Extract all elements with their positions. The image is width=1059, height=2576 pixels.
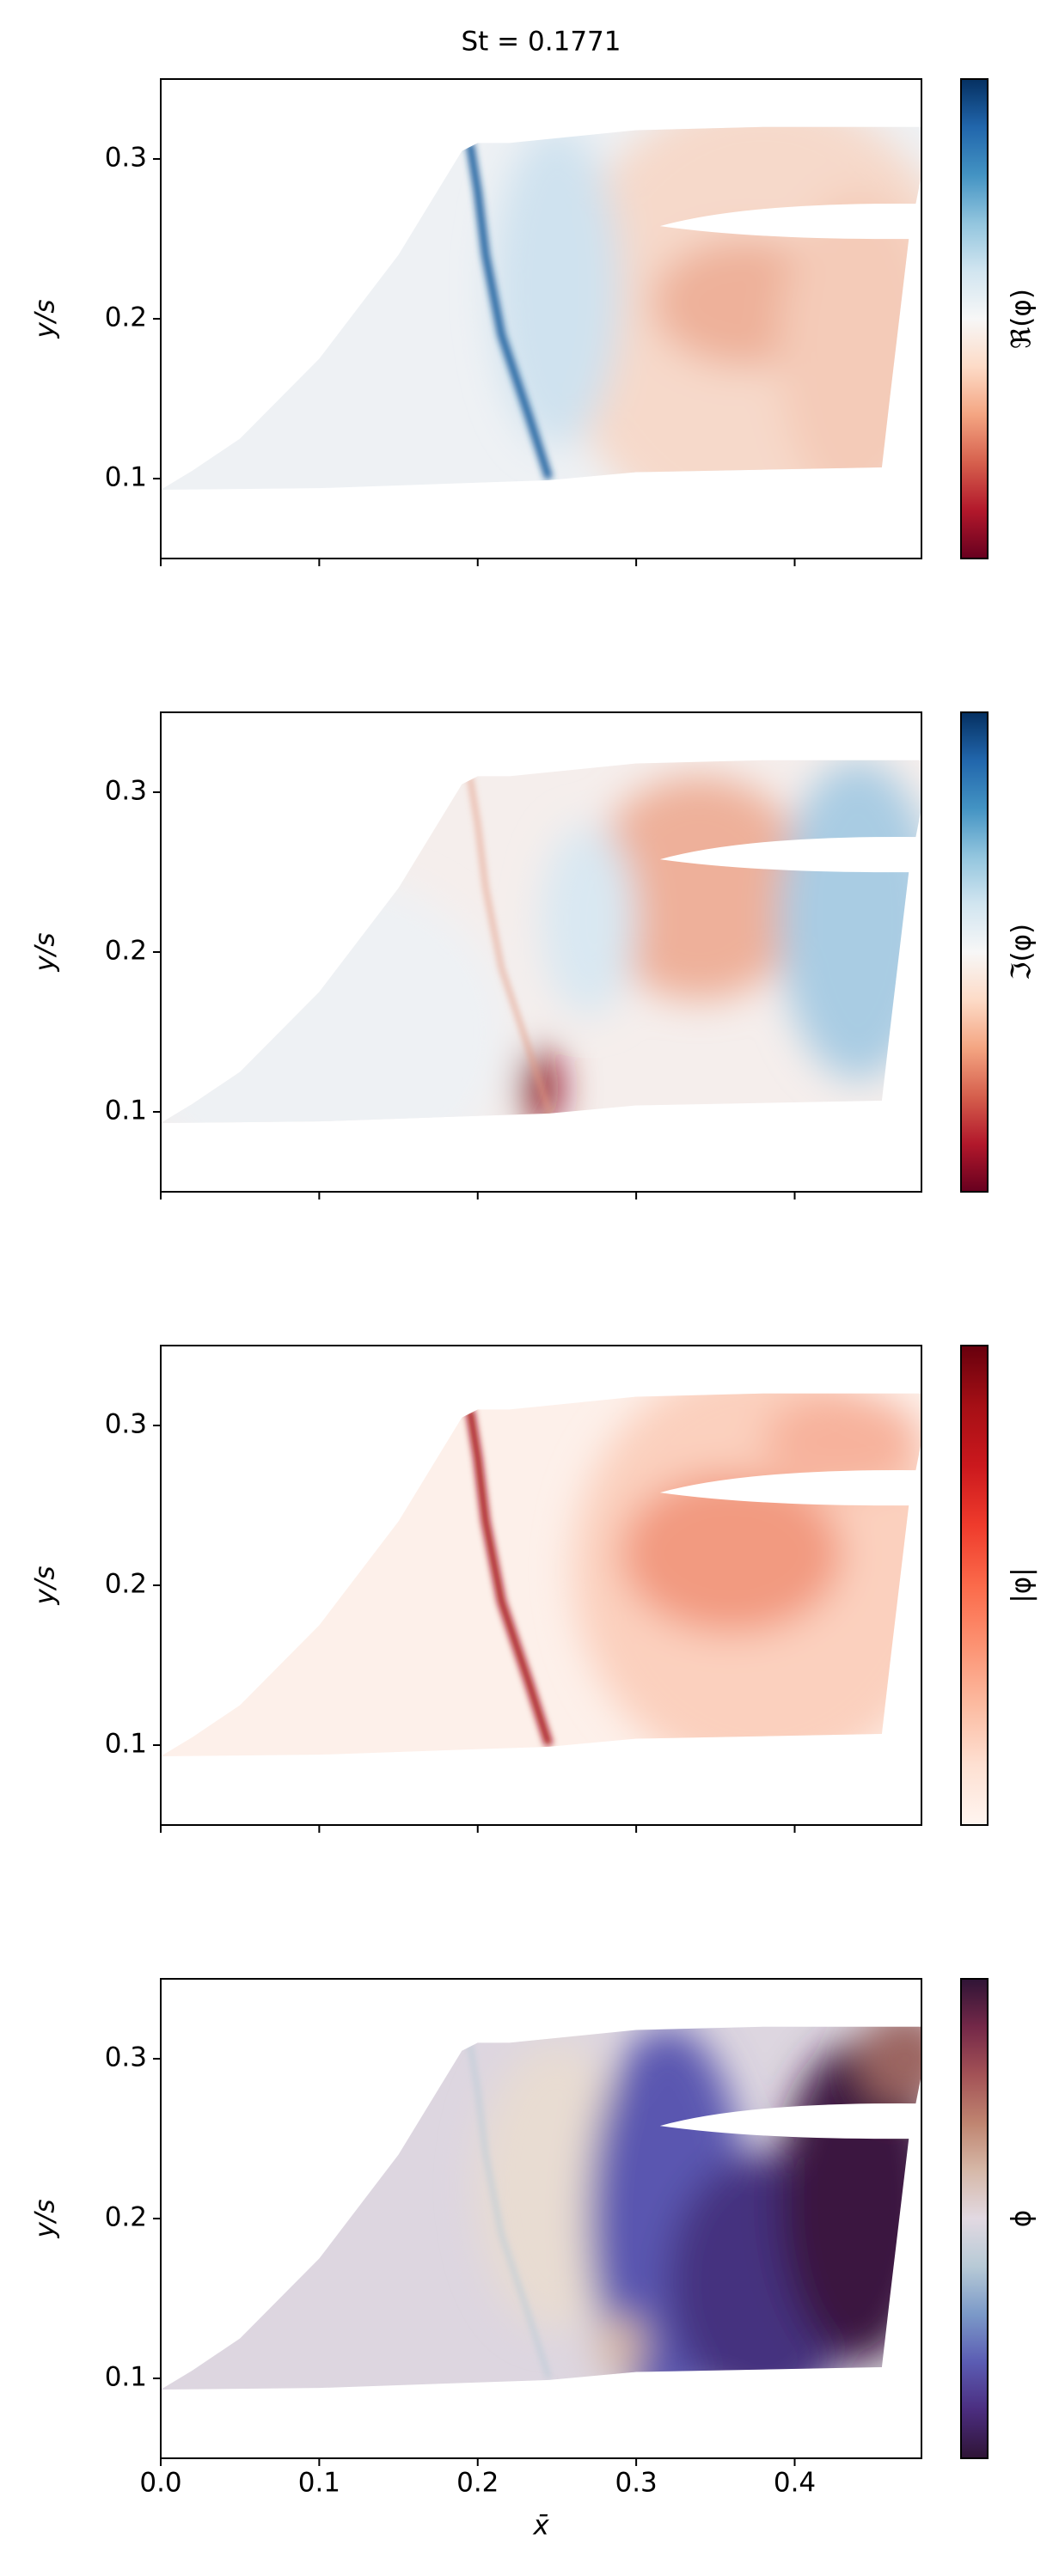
shock-line bbox=[466, 1408, 554, 1747]
field-region bbox=[762, 1393, 921, 1490]
x-tick-label: 0.2 bbox=[456, 2468, 499, 2499]
blade bbox=[659, 203, 921, 240]
colorbar bbox=[960, 1345, 989, 1826]
field-region bbox=[588, 776, 811, 1000]
colorbar bbox=[960, 1978, 989, 2459]
y-axis-label: y/s bbox=[30, 933, 61, 973]
y-tick-label: 0.3 bbox=[105, 143, 147, 174]
x-tick-label: 0.4 bbox=[774, 2468, 816, 2499]
colorbar-label: ϕ bbox=[1007, 2210, 1038, 2227]
contour-field bbox=[161, 1393, 921, 1757]
x-tick-label: 0.1 bbox=[298, 2468, 340, 2499]
contour-field bbox=[161, 2026, 921, 2390]
y-tick-label: 0.1 bbox=[105, 1729, 147, 1760]
colorbar bbox=[960, 711, 989, 1193]
colorbar-label: ℜ(φ) bbox=[1007, 289, 1038, 349]
shock-line bbox=[466, 142, 554, 480]
y-tick-label: 0.2 bbox=[105, 2202, 147, 2233]
y-tick-label: 0.1 bbox=[105, 1096, 147, 1126]
blade bbox=[659, 1469, 921, 1506]
colorbar-label: |φ| bbox=[1007, 1567, 1038, 1602]
shock-line bbox=[468, 2042, 551, 2379]
x-axis-label: x̄ bbox=[532, 2511, 549, 2542]
y-axis-label: y/s bbox=[30, 2200, 61, 2239]
x-tick-label: 0.3 bbox=[615, 2468, 657, 2499]
contour-field bbox=[161, 126, 921, 491]
y-tick-label: 0.1 bbox=[105, 462, 147, 493]
field-region bbox=[597, 2314, 645, 2378]
y-tick-label: 0.1 bbox=[105, 2362, 147, 2393]
field-region bbox=[620, 1473, 842, 1633]
colorbar-label: ℑ(φ) bbox=[1007, 924, 1038, 980]
chart-title: St = 0.1771 bbox=[462, 27, 621, 58]
blade bbox=[659, 2103, 921, 2140]
colorbar bbox=[960, 78, 989, 559]
y-tick-label: 0.2 bbox=[105, 1569, 147, 1600]
x-tick-label: 0.0 bbox=[139, 2468, 181, 2499]
y-tick-label: 0.2 bbox=[105, 302, 147, 333]
field-blobs bbox=[572, 1393, 921, 1757]
y-axis-label: y/s bbox=[30, 1566, 61, 1606]
y-tick-label: 0.3 bbox=[105, 2042, 147, 2073]
field-region bbox=[493, 126, 621, 447]
y-tick-label: 0.3 bbox=[105, 1409, 147, 1440]
contour-field bbox=[161, 760, 921, 1124]
field-region bbox=[161, 872, 510, 1124]
field-region bbox=[541, 824, 637, 1016]
y-axis-label: y/s bbox=[30, 300, 61, 339]
y-tick-label: 0.3 bbox=[105, 776, 147, 807]
field-region bbox=[858, 2026, 921, 2107]
field-region bbox=[779, 760, 921, 1080]
y-tick-label: 0.2 bbox=[105, 936, 147, 967]
blade bbox=[659, 836, 921, 873]
shock-line bbox=[468, 776, 551, 1113]
